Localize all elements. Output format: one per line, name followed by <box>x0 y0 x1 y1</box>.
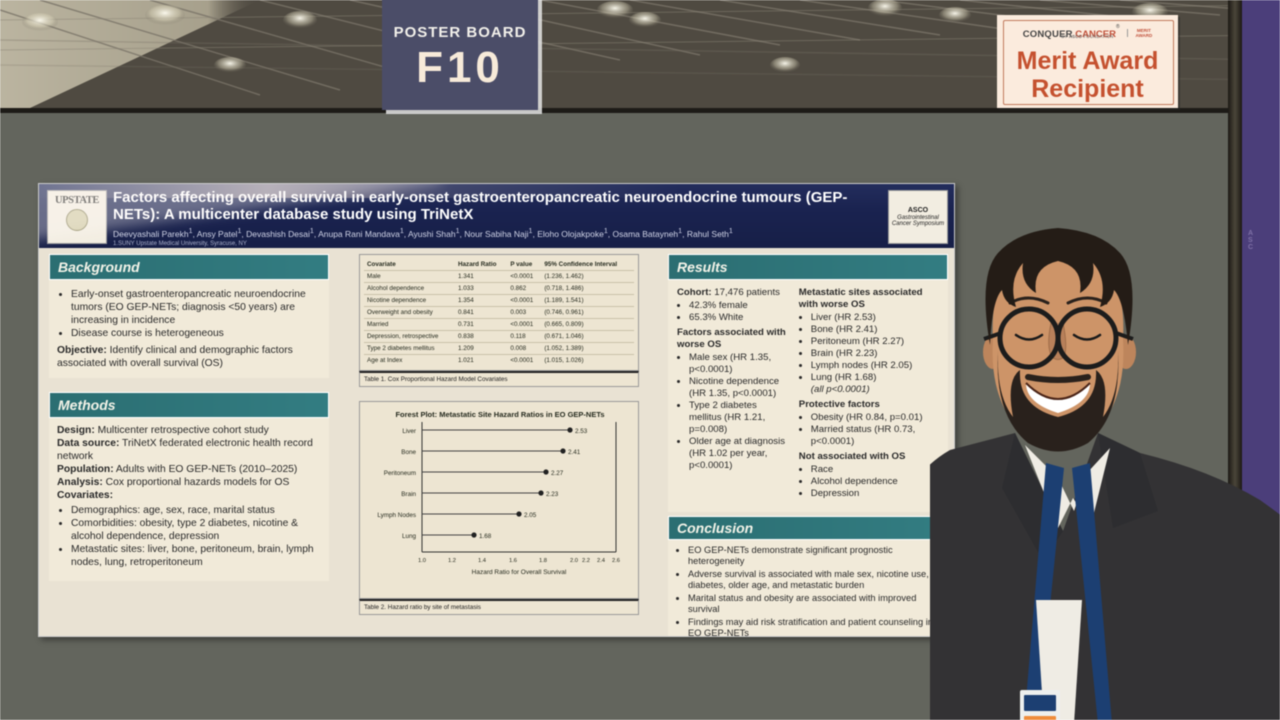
svg-text:1.0: 1.0 <box>418 558 426 564</box>
svg-text:2.0: 2.0 <box>570 558 578 564</box>
svg-text:Lymph Nodes: Lymph Nodes <box>377 512 416 519</box>
svg-text:Lung: Lung <box>402 533 417 540</box>
svg-text:2.53: 2.53 <box>575 428 588 435</box>
svg-text:2.23: 2.23 <box>546 491 559 498</box>
svg-text:2.6: 2.6 <box>612 558 620 564</box>
svg-text:Forest Plot: Metastatic Site H: Forest Plot: Metastatic Site Hazard Rati… <box>395 410 604 419</box>
svg-text:Peritoneum: Peritoneum <box>384 470 416 477</box>
svg-text:Brain: Brain <box>401 491 416 498</box>
svg-text:2.4: 2.4 <box>597 558 606 564</box>
svg-text:Bone: Bone <box>401 449 416 456</box>
svg-text:2.41: 2.41 <box>568 449 581 456</box>
svg-text:1.4: 1.4 <box>478 558 487 564</box>
svg-text:1.2: 1.2 <box>448 558 456 564</box>
svg-text:2.2: 2.2 <box>582 558 590 564</box>
svg-text:2.05: 2.05 <box>524 512 537 519</box>
svg-text:2.27: 2.27 <box>551 470 564 477</box>
svg-text:1.8: 1.8 <box>539 558 547 564</box>
svg-text:1.68: 1.68 <box>479 533 492 540</box>
svg-text:1.6: 1.6 <box>509 558 517 564</box>
svg-text:Liver: Liver <box>402 428 416 435</box>
svg-text:Hazard Ratio for Overall Survi: Hazard Ratio for Overall Survival <box>472 569 567 576</box>
